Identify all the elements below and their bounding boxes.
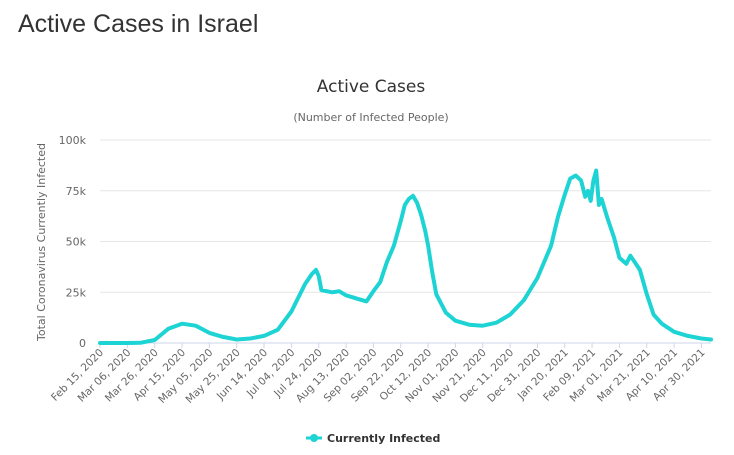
chart-title: Active Cases — [317, 77, 426, 97]
y-tick-label: 50k — [66, 236, 87, 249]
y-tick-label: 75k — [66, 185, 87, 198]
chart-subtitle: (Number of Infected People) — [293, 111, 448, 124]
legend-marker — [310, 434, 318, 442]
y-axis-ticks: 0 25k 50k 75k 100k — [59, 134, 87, 350]
legend-label[interactable]: Currently Infected — [327, 432, 440, 445]
gridlines — [100, 139, 711, 344]
y-tick-label: 0 — [79, 337, 86, 350]
page-heading: Active Cases in Israel — [18, 10, 259, 38]
y-tick-label: 25k — [66, 286, 87, 299]
series-group — [98, 168, 713, 345]
y-tick-label: 100k — [59, 134, 87, 147]
y-axis-title: Total Coronavirus Currently Infected — [35, 143, 48, 342]
series-line-0[interactable] — [98, 168, 713, 345]
legend[interactable]: Currently Infected — [306, 432, 440, 445]
